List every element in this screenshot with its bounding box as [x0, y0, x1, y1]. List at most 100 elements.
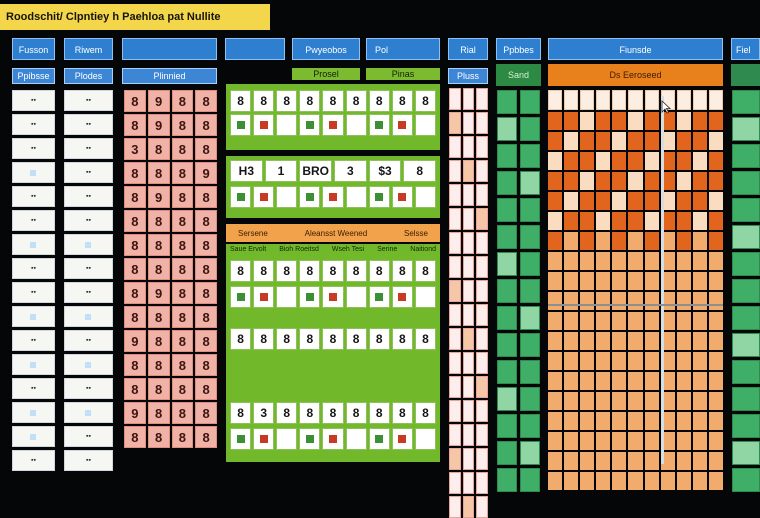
heat-cell[interactable] — [708, 292, 723, 310]
list-item[interactable]: ▪▪ — [12, 378, 55, 399]
list-item[interactable]: ▪▪ — [12, 186, 55, 207]
heat-cell[interactable] — [628, 412, 643, 430]
heat-cell[interactable] — [692, 232, 707, 250]
heat-cell[interactable] — [676, 312, 691, 330]
heat-cell[interactable] — [708, 412, 723, 430]
pink-cell[interactable]: 9 — [147, 114, 170, 136]
green-cell[interactable] — [299, 186, 321, 208]
heat-cell[interactable] — [580, 232, 595, 250]
heat-cell[interactable] — [612, 192, 627, 210]
list-item[interactable] — [12, 162, 55, 183]
narrow-cell[interactable] — [462, 112, 475, 134]
heat-cell[interactable] — [660, 372, 675, 390]
pink-cell[interactable]: 8 — [124, 378, 146, 400]
pink-cell[interactable]: 8 — [195, 114, 217, 136]
heat-cell[interactable] — [644, 192, 659, 210]
green-cell[interactable] — [414, 114, 436, 136]
green-tile[interactable] — [520, 171, 540, 195]
green-cell[interactable]: 8 — [253, 90, 275, 112]
green-cell[interactable]: 8 — [230, 328, 252, 350]
heat-cell[interactable] — [692, 192, 707, 210]
heat-cell[interactable] — [644, 292, 659, 310]
heat-cell[interactable] — [612, 272, 627, 290]
heat-cell[interactable] — [660, 432, 675, 450]
heat-cell[interactable] — [548, 412, 563, 430]
heat-cell[interactable] — [692, 132, 707, 150]
heat-cell[interactable] — [580, 90, 595, 110]
heat-cell[interactable] — [644, 132, 659, 150]
pink-cell[interactable]: 8 — [195, 330, 217, 352]
green-cell[interactable]: 8 — [276, 328, 298, 350]
heat-cell[interactable] — [612, 90, 627, 110]
heat-cell[interactable] — [676, 132, 691, 150]
heat-cell[interactable] — [708, 452, 723, 470]
narrow-cell[interactable] — [449, 232, 461, 254]
green-cell[interactable]: $3 — [368, 160, 402, 182]
heat-cell[interactable] — [692, 292, 707, 310]
pink-cell[interactable]: 9 — [124, 330, 146, 352]
heat-cell[interactable] — [564, 372, 579, 390]
heat-cell[interactable] — [596, 412, 611, 430]
heat-cell[interactable] — [612, 172, 627, 190]
heat-cell[interactable] — [628, 472, 643, 490]
heat-cell[interactable] — [596, 192, 611, 210]
heat-cell[interactable] — [580, 472, 595, 490]
heat-cell[interactable] — [628, 112, 643, 130]
heat-cell[interactable] — [612, 412, 627, 430]
narrow-cell[interactable] — [462, 400, 475, 422]
heat-cell[interactable] — [644, 172, 659, 190]
heat-cell[interactable] — [692, 412, 707, 430]
list-item[interactable] — [64, 306, 113, 327]
heat-cell[interactable] — [708, 112, 723, 130]
green-cell[interactable]: 8 — [391, 90, 413, 112]
green-cell[interactable] — [391, 286, 413, 308]
heat-cell[interactable] — [676, 352, 691, 370]
narrow-cell[interactable] — [449, 328, 461, 350]
green-cell[interactable] — [322, 186, 344, 208]
list-item[interactable] — [64, 354, 113, 375]
heat-cell[interactable] — [676, 192, 691, 210]
green-cell[interactable]: 8 — [391, 402, 413, 424]
column-subheader-c3[interactable]: Plinnied — [122, 68, 217, 84]
column-subheader-c6[interactable]: Pinas — [366, 68, 440, 80]
heat-cell[interactable] — [644, 312, 659, 330]
column-subheader-c2[interactable]: Plodes — [64, 68, 113, 84]
heat-cell[interactable] — [564, 472, 579, 490]
green-cell[interactable] — [299, 428, 321, 450]
pink-cell[interactable]: 8 — [124, 426, 146, 448]
column-header-c6[interactable]: Pol — [366, 38, 440, 60]
heat-cell[interactable] — [612, 352, 627, 370]
narrow-cell[interactable] — [449, 136, 461, 158]
pink-cell[interactable]: 8 — [147, 162, 170, 184]
heat-cell[interactable] — [676, 90, 691, 110]
pink-cell[interactable]: 8 — [171, 138, 194, 160]
pink-cell[interactable]: 8 — [147, 234, 170, 256]
green-cell[interactable] — [230, 114, 252, 136]
heat-cell[interactable] — [644, 272, 659, 290]
green-cell[interactable]: 8 — [253, 328, 275, 350]
narrow-cell[interactable] — [449, 424, 461, 446]
green-tile[interactable] — [732, 387, 760, 411]
narrow-cell[interactable] — [462, 472, 475, 494]
narrow-cell[interactable] — [462, 280, 475, 302]
heat-cell[interactable] — [564, 212, 579, 230]
green-tile[interactable] — [732, 333, 760, 357]
pink-cell[interactable]: 8 — [195, 258, 217, 280]
heat-cell[interactable] — [628, 212, 643, 230]
narrow-cell[interactable] — [462, 424, 475, 446]
green-tile[interactable] — [520, 252, 540, 276]
pink-cell[interactable]: 8 — [124, 282, 146, 304]
pink-cell[interactable]: 9 — [147, 186, 170, 208]
green-cell[interactable]: 8 — [230, 260, 252, 282]
heat-cell[interactable] — [692, 90, 707, 110]
green-cell[interactable]: 8 — [368, 328, 390, 350]
heat-cell[interactable] — [644, 252, 659, 270]
green-tile[interactable] — [497, 117, 517, 141]
narrow-cell[interactable] — [476, 88, 488, 110]
green-tile[interactable] — [520, 333, 540, 357]
green-cell[interactable]: 8 — [414, 402, 436, 424]
pink-cell[interactable]: 8 — [147, 354, 170, 376]
green-cell[interactable]: 8 — [391, 260, 413, 282]
heat-cell[interactable] — [596, 172, 611, 190]
column-subheader-c7[interactable]: Pluss — [448, 68, 488, 84]
